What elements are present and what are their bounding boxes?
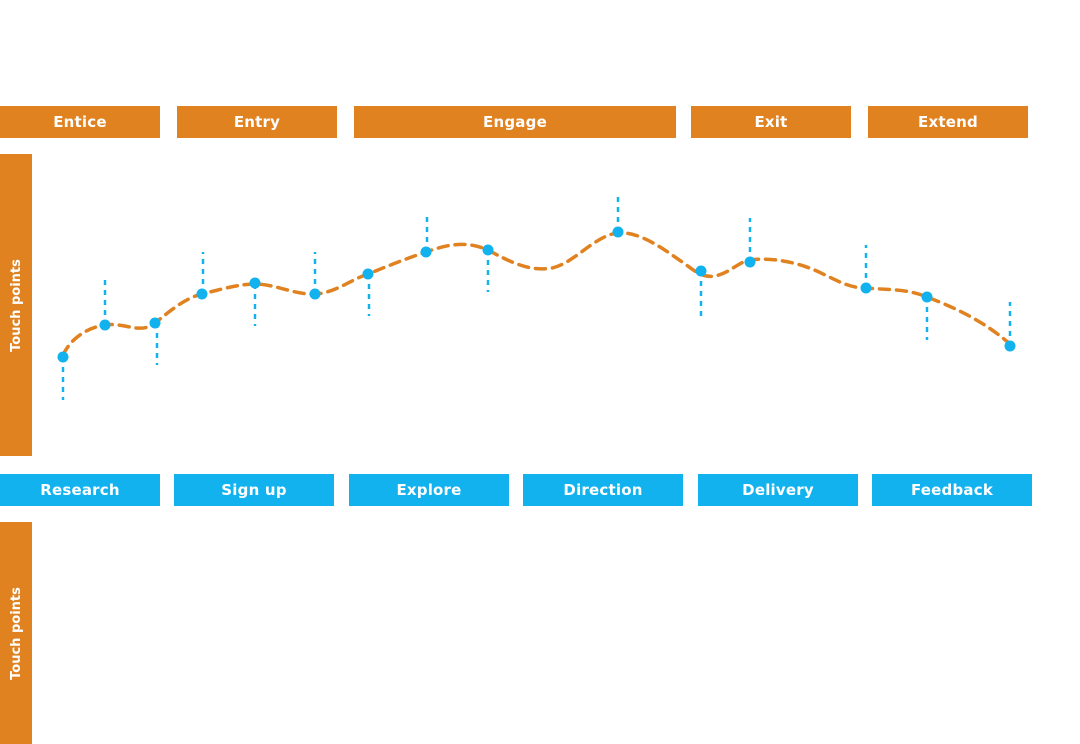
touch-point-ticks xyxy=(61,192,1012,400)
touch-points xyxy=(57,226,1016,363)
touch-point xyxy=(309,288,321,300)
touch-points-label-top: Touch points xyxy=(0,154,32,456)
step-delivery: Delivery xyxy=(698,474,858,506)
step-label: Research xyxy=(40,481,120,499)
phase-label: Entry xyxy=(233,113,281,131)
step-feedback: Feedback xyxy=(872,474,1032,506)
phase-entry: Entry xyxy=(177,106,337,138)
touch-point xyxy=(420,246,432,258)
step-research: Research xyxy=(0,474,160,506)
phase-extend: Extend xyxy=(868,106,1028,138)
step-label: Sign up xyxy=(221,481,287,499)
touch-point xyxy=(921,291,933,303)
touch-point xyxy=(1004,340,1016,352)
step-label: Delivery xyxy=(742,481,814,499)
touch-point xyxy=(860,282,872,294)
step-label: Direction xyxy=(563,481,643,499)
phase-label: Entice xyxy=(53,113,107,131)
step-direction: Direction xyxy=(523,474,683,506)
touch-point xyxy=(249,277,261,289)
step-label: Feedback xyxy=(910,481,994,499)
touch-point xyxy=(99,319,111,331)
touch-point xyxy=(57,351,69,363)
touch-point xyxy=(196,288,208,300)
step-label: Explore xyxy=(396,481,462,499)
touch-point xyxy=(362,268,374,280)
phase-engage: Engage xyxy=(354,106,676,138)
phase-label: Engage xyxy=(483,113,547,131)
touch-point xyxy=(695,265,707,277)
step-sign-up: Sign up xyxy=(174,474,334,506)
phase-label: Exit xyxy=(754,113,788,131)
phase-exit: Exit xyxy=(691,106,851,138)
touch-point xyxy=(744,256,756,268)
step-explore: Explore xyxy=(349,474,509,506)
phase-label: Extend xyxy=(918,113,978,131)
touch-points-label-bottom: Touch points xyxy=(0,522,32,744)
touch-point xyxy=(149,317,161,329)
touch-point xyxy=(612,226,624,238)
phase-entice: Entice xyxy=(0,106,160,138)
touch-point xyxy=(482,244,494,256)
